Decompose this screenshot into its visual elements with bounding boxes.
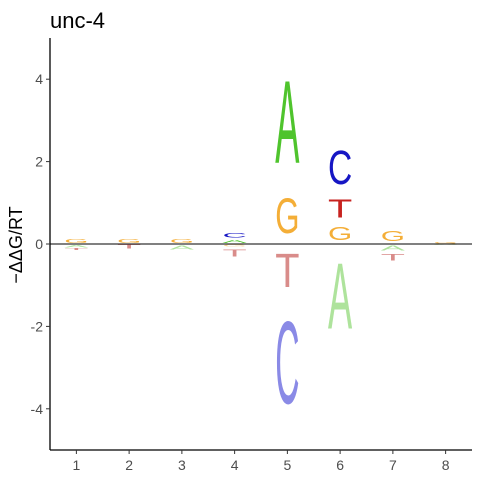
x-tick-label: 5 — [283, 457, 291, 473]
logo-letter-pos4-a-positive: A — [222, 239, 247, 244]
logo-letter-pos7-a-negative: A — [381, 244, 406, 252]
logo-letter-pos6-t-positive: T — [328, 195, 352, 223]
x-tick-label: 4 — [231, 457, 239, 473]
x-tick-label: 8 — [442, 457, 450, 473]
logo-letter-pos2-g-positive: G — [117, 238, 141, 244]
logo-letter-pos1-g-positive: G — [64, 238, 88, 244]
logo-letter-pos4-g-negative: G — [222, 244, 246, 247]
logo-letter-pos5-t-negative: T — [275, 245, 299, 298]
logo-letter-pos5-c-negative: C — [275, 299, 299, 430]
logo-letter-pos4-c-positive: C — [222, 232, 246, 239]
y-tick-label: 4 — [35, 71, 43, 87]
y-tick-label: -2 — [31, 318, 44, 334]
x-tick-label: 3 — [178, 457, 186, 473]
y-tick-label: 2 — [35, 154, 43, 170]
y-tick-label: 0 — [35, 236, 43, 252]
logo-letter-pos6-g-positive: G — [328, 224, 352, 244]
logo-letter-pos5-a-positive: A — [275, 57, 299, 188]
logo-letter-pos7-t-negative: T — [381, 253, 405, 263]
chart-title: unc-4 — [50, 8, 105, 33]
logo-letter-pos6-c-positive: C — [328, 141, 352, 194]
y-axis-label: −ΔΔG/RT — [6, 206, 26, 283]
logo-letter-pos3-a-negative: A — [170, 244, 195, 250]
axes: -4 -2 0 2 4 1 2 3 4 5 6 7 8 — [31, 38, 472, 473]
x-tick-label: 2 — [125, 457, 133, 473]
logo-letter-pos8-a-negative: A — [433, 244, 458, 245]
logo-letter-pos7-g-positive: G — [381, 228, 405, 244]
logo-letter-pos6-a-negative: A — [328, 245, 352, 349]
y-tick-label: -4 — [31, 401, 44, 417]
logo-letter-pos3-g-positive: G — [170, 238, 194, 244]
logo-letter-pos8-g-positive: G — [433, 242, 457, 244]
logo-letter-pos1-a-negative: A — [64, 244, 89, 248]
x-tick-label: 1 — [72, 457, 80, 473]
logo-letter-pos2-t-negative: T — [117, 244, 141, 250]
logo-letter-pos1-t-negative: T — [64, 248, 88, 250]
x-tick-label: 6 — [336, 457, 344, 473]
logo-letter-pos5-g-positive: G — [275, 188, 299, 244]
x-tick-label: 7 — [389, 457, 397, 473]
logo-letter-pos4-t-negative: T — [222, 248, 247, 259]
y-axis-label-group: −ΔΔG/RT — [6, 206, 26, 283]
